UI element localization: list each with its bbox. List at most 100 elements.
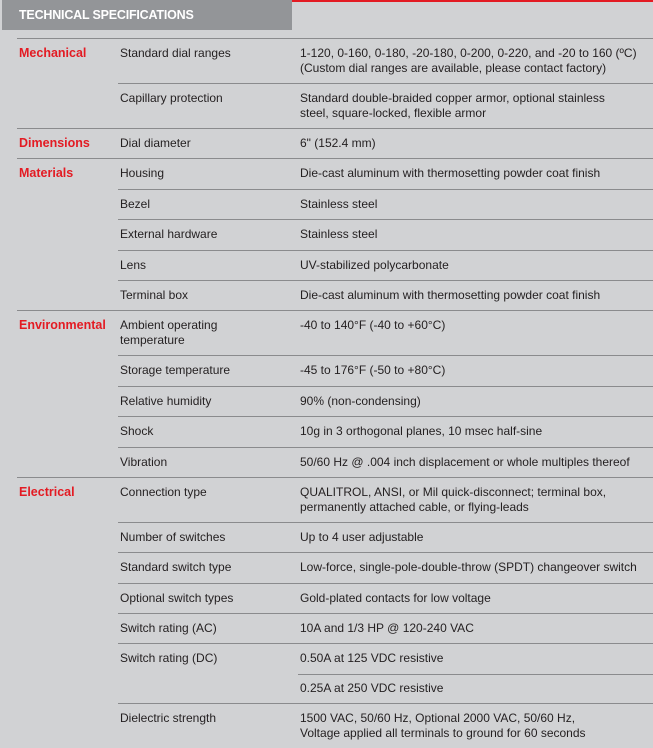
- spec-value-line: Low-force, single-pole-double-throw (SPD…: [300, 560, 637, 575]
- spec-value: 1-120, 0-160, 0-180, -20-180, 0-200, 0-2…: [300, 46, 650, 76]
- spec-value: 1500 VAC, 50/60 Hz, Optional 2000 VAC, 5…: [300, 711, 650, 741]
- spec-value-line: 1-120, 0-160, 0-180, -20-180, 0-200, 0-2…: [300, 46, 637, 60]
- spec-row: 0.25A at 250 VDC resistive: [118, 673, 653, 703]
- spec-section-materials: Materials Housing Die-cast aluminum with t…: [17, 158, 653, 310]
- spec-row: Standard switch type Low-force, single-po…: [118, 552, 653, 582]
- spec-value: -45 to 176°F (-50 to +80°C): [300, 363, 650, 378]
- spec-value-line: 1500 VAC, 50/60 Hz, Optional 2000 VAC, 5…: [300, 711, 576, 726]
- spec-value-line: Voltage applied all terminals to ground …: [300, 726, 586, 741]
- spec-row: Lens UV-stabilized polycarbonate: [118, 249, 653, 280]
- spec-value-line: -45 to 176°F (-50 to +80°C): [300, 363, 446, 378]
- spec-label: Dielectric strength: [120, 711, 217, 726]
- spec-value: 90% (non-condensing): [300, 394, 650, 409]
- spec-label: Housing: [120, 166, 165, 181]
- spec-row: Dielectric strength 1500 VAC, 50/60 Hz, O…: [118, 703, 653, 748]
- spec-label: Storage temperature: [120, 363, 231, 378]
- spec-value: 50/60 Hz @ .004 inch displacement or who…: [300, 455, 650, 470]
- spec-value-line: permanently attached cable, or flying-le…: [300, 499, 529, 514]
- spec-value: 0.50A at 125 VDC resistive: [300, 651, 650, 666]
- spec-value: QUALITROL, ANSI, or Mil quick-disconnect…: [300, 485, 650, 515]
- spec-section-dimensions: Dimensions Dial diameter 6" (152.4 mm): [17, 128, 653, 158]
- spec-row: Switch rating (AC) 10A and 1/3 HP @ 120-2…: [118, 613, 653, 643]
- spec-label: Number of switches: [120, 529, 226, 544]
- spec-row: Storage temperature -45 to 176°F (-50 to …: [118, 355, 653, 385]
- spec-row: Number of switches Up to 4 user adjustabl…: [118, 521, 653, 552]
- spec-value-line: 10A and 1/3 HP @ 120-240 VAC: [300, 621, 474, 636]
- category-label: Electrical: [19, 484, 75, 499]
- spec-value-line: 0.50A at 125 VDC resistive: [300, 651, 444, 666]
- spec-value: Standard double-braided copper armor, op…: [300, 91, 650, 121]
- spec-value-line: 0.25A at 250 VDC resistive: [300, 680, 444, 695]
- spec-value: -40 to 140°F (-40 to +60°C): [300, 318, 650, 333]
- spec-label: Vibration: [120, 454, 168, 469]
- spec-value-line: UV-stabilized polycarbonate: [300, 257, 449, 272]
- spec-value: Die-cast aluminum with thermosetting pow…: [300, 288, 650, 303]
- spec-label: Standard dial ranges: [120, 46, 231, 60]
- spec-row: Relative humidity 90% (non-condensing): [118, 385, 653, 416]
- spec-row: Connection type QUALITROL, ANSI, or Mil q…: [118, 478, 653, 522]
- spec-value-line: 90% (non-condensing): [300, 393, 421, 408]
- spec-label: Terminal box: [120, 287, 189, 302]
- spec-row: Capillary protection Standard double-brai…: [118, 83, 653, 128]
- spec-value-line: Up to 4 user adjustable: [300, 529, 424, 544]
- spec-value-line: Die-cast aluminum with thermosetting pow…: [300, 287, 601, 302]
- spec-label: Shock: [120, 424, 154, 439]
- spec-value: Gold-plated contacts for low voltage: [300, 591, 650, 606]
- spec-label: External hardware: [120, 227, 218, 242]
- spec-label: Ambient operating temperature: [120, 318, 218, 348]
- spec-value: 0.25A at 250 VDC resistive: [300, 681, 650, 696]
- spec-row: Vibration 50/60 Hz @ .004 inch displaceme…: [118, 446, 653, 477]
- spec-row: Bezel Stainless steel: [118, 188, 653, 219]
- spec-value-line: 6" (152.4 mm): [300, 136, 376, 150]
- spec-label: Bezel: [120, 196, 151, 211]
- spec-value: UV-stabilized polycarbonate: [300, 258, 650, 273]
- spec-row: Standard dial ranges 1-120, 0-160, 0-180,…: [118, 39, 653, 83]
- spec-value: Low-force, single-pole-double-throw (SPD…: [300, 560, 650, 575]
- spec-row: Shock 10g in 3 orthogonal planes, 10 msec…: [118, 416, 653, 446]
- spec-label: Switch rating (AC): [120, 621, 217, 636]
- category-label: Dimensions: [19, 136, 90, 150]
- spec-section-mechanical: Mechanical Standard dial ranges 1-120, 0-1…: [17, 38, 653, 128]
- spec-value-line: QUALITROL, ANSI, or Mil quick-disconnect…: [300, 484, 607, 499]
- spec-label: Optional switch types: [120, 590, 234, 605]
- spec-row: Switch rating (DC) 0.50A at 125 VDC resis…: [118, 643, 653, 673]
- spec-value-line: steel, square-locked, flexible armor: [300, 106, 487, 120]
- spec-value: 10g in 3 orthogonal planes, 10 msec half…: [300, 424, 650, 439]
- spec-row: Terminal box Die-cast aluminum with therm…: [118, 279, 653, 310]
- spec-value-line: 50/60 Hz @ .004 inch displacement or who…: [300, 454, 630, 469]
- accent-rule: [292, 0, 653, 2]
- spec-table: Mechanical Standard dial ranges 1-120, 0-1…: [0, 38, 653, 748]
- spec-value-line: (Custom dial ranges are available, pleas…: [300, 61, 607, 75]
- spec-label: Dial diameter: [120, 136, 191, 150]
- spec-row: Ambient operating temperature -40 to 140°…: [118, 311, 653, 355]
- spec-label: Relative humidity: [120, 393, 212, 408]
- spec-label: Switch rating (DC): [120, 651, 218, 666]
- category-label: Materials: [19, 166, 74, 181]
- spec-value: 10A and 1/3 HP @ 120-240 VAC: [300, 621, 650, 636]
- spec-label: Connection type: [120, 484, 207, 499]
- spec-label: Standard switch type: [120, 560, 232, 575]
- category-label: Environmental: [19, 318, 106, 333]
- spec-section-electrical: Electrical Connection type QUALITROL, ANSI…: [17, 476, 653, 748]
- spec-value-line: 10g in 3 orthogonal planes, 10 msec half…: [300, 424, 543, 439]
- spec-value-line: Standard double-braided copper armor, op…: [300, 91, 605, 105]
- spec-value: Stainless steel: [300, 227, 650, 242]
- spec-value: Up to 4 user adjustable: [300, 530, 650, 545]
- spec-value: 6" (152.4 mm): [300, 136, 650, 151]
- spec-value-line: Gold-plated contacts for low voltage: [300, 590, 491, 605]
- page-title: TECHNICAL SPECIFICATIONS: [19, 8, 194, 22]
- spec-value-line: Stainless steel: [300, 227, 378, 242]
- spec-value-line: -40 to 140°F (-40 to +60°C): [300, 318, 446, 333]
- spec-row: Dial diameter 6" (152.4 mm): [118, 129, 653, 158]
- category-label: Mechanical: [19, 46, 87, 60]
- spec-label: Lens: [120, 257, 147, 272]
- spec-section-environmental: Environmental Ambient operating temperatu…: [17, 310, 653, 477]
- spec-value: Die-cast aluminum with thermosetting pow…: [300, 166, 650, 181]
- section-header: TECHNICAL SPECIFICATIONS: [2, 0, 292, 30]
- spec-value-line: Stainless steel: [300, 196, 378, 211]
- spec-value: Stainless steel: [300, 197, 650, 212]
- spec-value-line: Die-cast aluminum with thermosetting pow…: [300, 166, 601, 181]
- spec-row: Optional switch types Gold-plated contact…: [118, 582, 653, 613]
- spec-row: External hardware Stainless steel: [118, 219, 653, 249]
- spec-label: Capillary protection: [120, 91, 223, 105]
